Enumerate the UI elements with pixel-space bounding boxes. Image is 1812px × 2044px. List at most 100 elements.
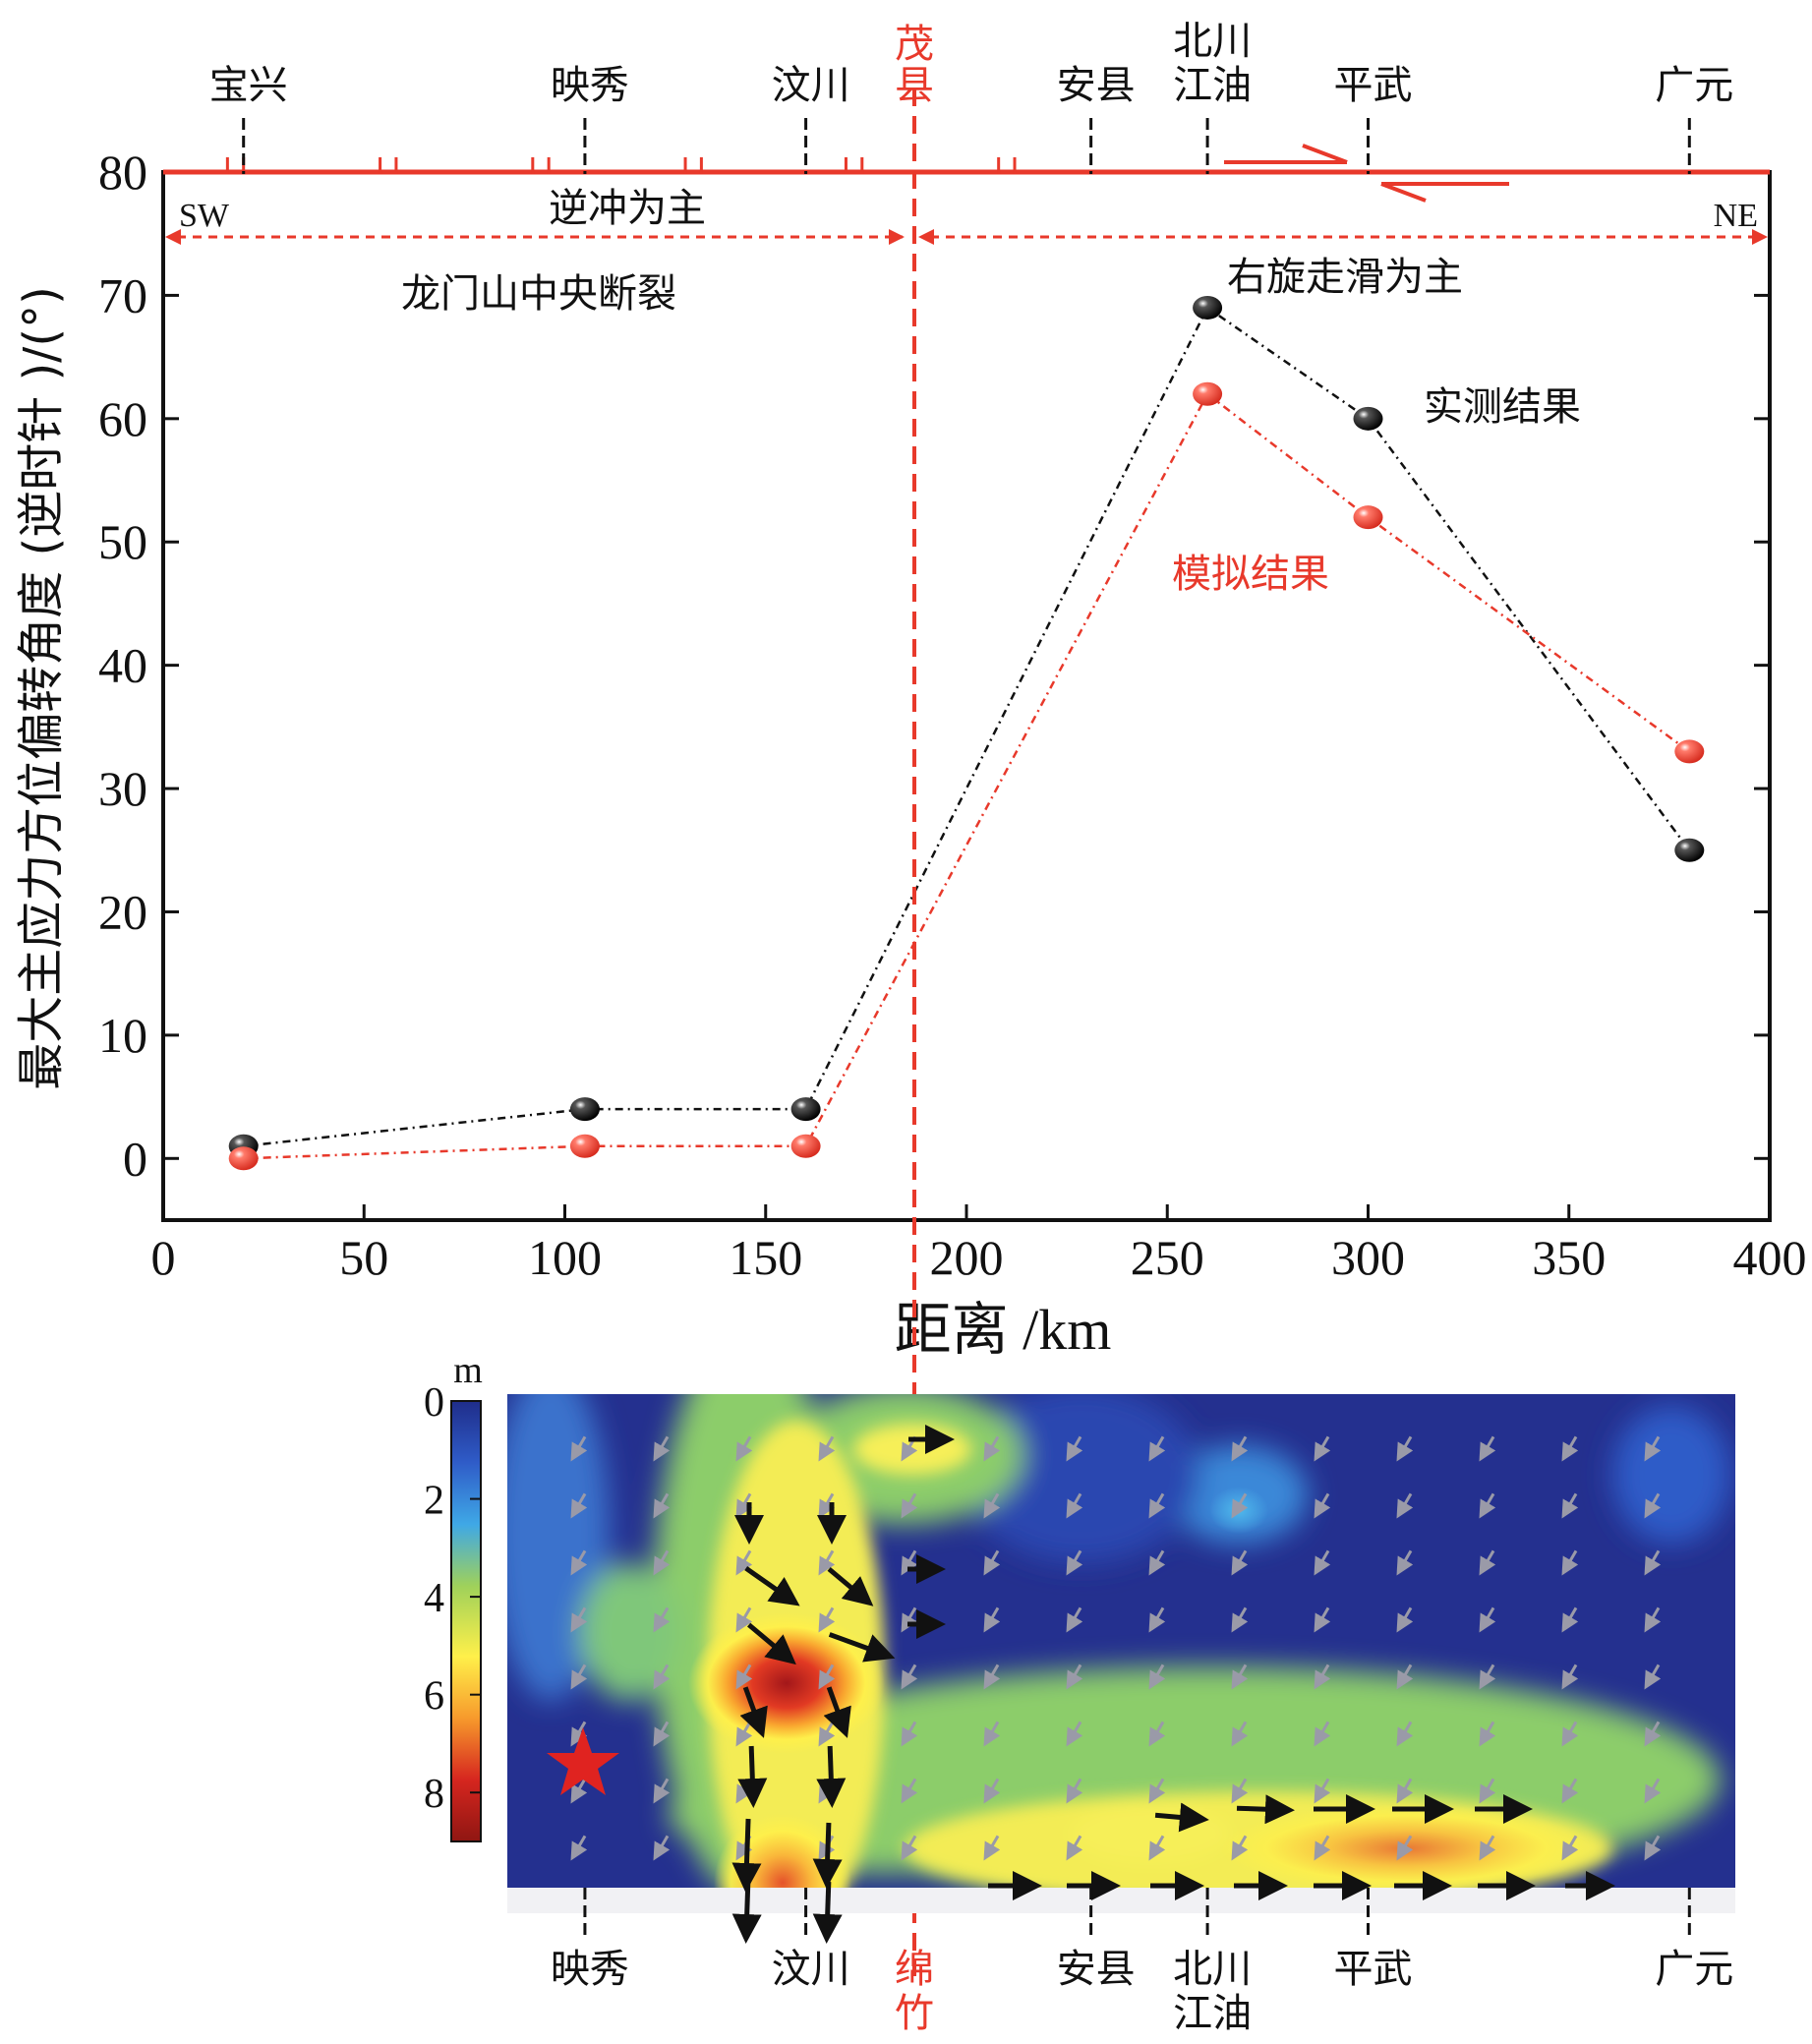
series-point-0 <box>1674 838 1705 862</box>
gray-vector <box>901 1721 918 1747</box>
gray-vector <box>1396 1721 1414 1747</box>
gray-vector <box>570 1721 588 1747</box>
x-tick-label: 250 <box>1131 1230 1204 1285</box>
gray-vector <box>1314 1835 1331 1861</box>
x-tick-label: 150 <box>729 1230 802 1285</box>
town-label: 广元 <box>1655 63 1733 108</box>
gray-vector <box>735 1435 753 1462</box>
bottom-town-label: 汶川 <box>772 1947 850 1992</box>
right-lateral-arrows <box>1224 144 1509 203</box>
series-layer <box>228 295 1705 1171</box>
gray-vector <box>1644 1721 1662 1747</box>
gray-vector <box>653 1435 671 1462</box>
series-line-0 <box>243 306 1691 1147</box>
gray-vector <box>735 1492 753 1519</box>
rotation-line-chart: 0 50 100 150 200 250 300 350 400 0 10 20 30 40 50 60 70… <box>14 19 1807 1362</box>
gray-vector <box>1396 1492 1414 1519</box>
bottom-town-label: 平武 <box>1334 1947 1413 1992</box>
gray-vector <box>570 1435 588 1462</box>
slip-distribution-map: m 0 2 4 6 8 <box>424 1350 1735 2036</box>
fault-name-label: 龙门山中央断裂 <box>401 271 676 317</box>
gray-vector <box>1479 1778 1496 1804</box>
gray-vector <box>735 1549 753 1576</box>
y-tick-label: 20 <box>98 884 147 939</box>
gray-vector <box>1148 1664 1166 1690</box>
gray-vector <box>818 1664 836 1690</box>
gray-vector <box>983 1778 1001 1804</box>
gray-vector <box>818 1492 836 1519</box>
gray-vector <box>1066 1435 1083 1462</box>
black-vector <box>1236 1794 1295 1825</box>
gray-vector <box>901 1549 918 1576</box>
gray-vector <box>1148 1606 1166 1633</box>
gray-vector <box>901 1492 918 1519</box>
black-vector <box>812 1822 843 1889</box>
gray-vector <box>570 1549 588 1576</box>
x-tick-label: 100 <box>528 1230 602 1285</box>
gray-vector <box>1148 1492 1166 1519</box>
axis-ticks <box>161 170 1772 1220</box>
gray-vector <box>1561 1606 1579 1633</box>
bottom-town-label: 安县 <box>1057 1947 1136 1992</box>
gray-vector <box>1644 1549 1662 1576</box>
town-label: 汶川 <box>772 63 850 108</box>
y-tick-label: 10 <box>98 1008 147 1063</box>
series-point-1 <box>228 1146 259 1171</box>
gray-vector <box>1148 1835 1166 1861</box>
gray-vector <box>818 1435 836 1462</box>
gray-vector <box>1231 1435 1249 1462</box>
gray-vector <box>653 1778 671 1804</box>
gray-vector <box>1314 1549 1331 1576</box>
gray-vector <box>570 1492 588 1519</box>
gray-vector <box>983 1835 1001 1861</box>
gray-vector <box>901 1606 918 1633</box>
series-point-1 <box>790 1134 821 1158</box>
gray-vector <box>653 1549 671 1576</box>
gray-vector <box>983 1435 1001 1462</box>
gray-vector <box>1396 1435 1414 1462</box>
gray-vector <box>570 1835 588 1861</box>
gray-vector <box>1148 1778 1166 1804</box>
boundary-bottom-label-1: 绵 <box>895 1947 934 1992</box>
boundary-top-label-2: 县 <box>895 63 934 108</box>
sw-ne-dashed-arrows <box>165 229 1768 245</box>
gray-vector <box>1644 1664 1662 1690</box>
gray-vector <box>983 1492 1001 1519</box>
x-axis-title: 距离 /km <box>895 1298 1112 1362</box>
gray-vector <box>653 1721 671 1747</box>
gray-vector <box>901 1778 918 1804</box>
gray-vector <box>1479 1721 1496 1747</box>
y-tick-label: 50 <box>98 514 147 569</box>
gray-vector <box>1148 1549 1166 1576</box>
series-point-0 <box>569 1097 600 1122</box>
gray-vector <box>1066 1664 1083 1690</box>
gray-vector <box>1231 1778 1249 1804</box>
gray-vector <box>1561 1835 1579 1861</box>
colorbar-tick-label: 2 <box>424 1479 444 1524</box>
gray-vector <box>1231 1721 1249 1747</box>
gray-vector <box>1644 1492 1662 1519</box>
series-point-0 <box>790 1097 821 1122</box>
y-tick-label: 0 <box>123 1131 147 1186</box>
black-vector <box>747 1622 796 1665</box>
gray-vector <box>1066 1721 1083 1747</box>
x-tick-labels: 0 50 100 150 200 250 300 350 400 <box>151 1230 1807 1285</box>
x-tick-label: 350 <box>1532 1230 1606 1285</box>
gray-vector <box>1314 1435 1331 1462</box>
colorbar-tick-label: 6 <box>424 1674 444 1720</box>
y-tick-label: 30 <box>98 761 147 816</box>
gray-vector <box>653 1664 671 1690</box>
black-vector <box>737 1745 768 1808</box>
black-vector <box>812 1881 843 1944</box>
boundary-top-label-1: 茂 <box>895 22 934 67</box>
gray-vector <box>1148 1435 1166 1462</box>
thrust-label: 逆冲为主 <box>549 186 706 231</box>
gray-vector <box>1314 1492 1331 1519</box>
town-label: 映秀 <box>551 63 629 108</box>
map-base-strip <box>507 1888 1735 1913</box>
gray-vector <box>570 1778 588 1804</box>
gray-vector <box>1066 1606 1083 1633</box>
gray-vector <box>1231 1664 1249 1690</box>
x-tick-label: 300 <box>1331 1230 1405 1285</box>
